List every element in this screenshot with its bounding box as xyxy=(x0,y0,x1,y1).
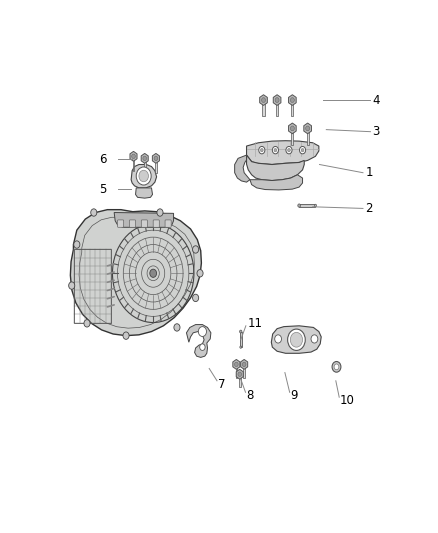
Polygon shape xyxy=(114,213,173,227)
Circle shape xyxy=(334,364,339,370)
Circle shape xyxy=(286,147,292,154)
Text: 9: 9 xyxy=(291,389,298,402)
Circle shape xyxy=(197,270,203,277)
Polygon shape xyxy=(276,100,278,117)
Circle shape xyxy=(272,147,279,154)
Circle shape xyxy=(150,269,156,277)
Polygon shape xyxy=(271,326,321,353)
Circle shape xyxy=(157,209,163,216)
Polygon shape xyxy=(235,155,250,182)
Text: 7: 7 xyxy=(218,378,225,391)
Text: 8: 8 xyxy=(247,389,254,402)
Circle shape xyxy=(174,324,180,331)
Circle shape xyxy=(193,294,199,302)
Circle shape xyxy=(154,156,158,160)
Polygon shape xyxy=(262,100,265,117)
FancyBboxPatch shape xyxy=(130,220,135,227)
Text: 10: 10 xyxy=(340,394,355,407)
Text: 3: 3 xyxy=(372,125,379,138)
Polygon shape xyxy=(141,154,148,163)
Circle shape xyxy=(290,126,294,131)
Polygon shape xyxy=(304,123,311,134)
Polygon shape xyxy=(240,332,242,347)
Polygon shape xyxy=(133,156,134,171)
FancyBboxPatch shape xyxy=(153,220,159,227)
Polygon shape xyxy=(131,165,156,188)
Circle shape xyxy=(288,149,290,152)
Polygon shape xyxy=(273,95,281,106)
Polygon shape xyxy=(236,369,243,379)
Circle shape xyxy=(132,154,135,158)
Circle shape xyxy=(136,167,151,185)
Circle shape xyxy=(242,362,246,367)
Polygon shape xyxy=(233,359,240,369)
Circle shape xyxy=(84,320,90,327)
Circle shape xyxy=(91,209,97,216)
Circle shape xyxy=(240,346,242,348)
Circle shape xyxy=(198,327,206,336)
Polygon shape xyxy=(152,154,159,163)
Polygon shape xyxy=(247,141,319,165)
Circle shape xyxy=(275,335,282,343)
Polygon shape xyxy=(130,151,137,161)
FancyBboxPatch shape xyxy=(165,220,171,227)
FancyBboxPatch shape xyxy=(117,220,124,227)
Polygon shape xyxy=(289,123,296,134)
Circle shape xyxy=(290,98,294,102)
Circle shape xyxy=(306,126,310,131)
Circle shape xyxy=(275,98,279,102)
Polygon shape xyxy=(236,365,237,377)
Circle shape xyxy=(139,170,148,182)
Circle shape xyxy=(193,246,199,253)
Circle shape xyxy=(143,156,147,160)
Text: 6: 6 xyxy=(99,152,106,166)
Circle shape xyxy=(311,335,318,343)
Polygon shape xyxy=(239,374,240,387)
Circle shape xyxy=(314,204,317,207)
Circle shape xyxy=(261,149,263,152)
Polygon shape xyxy=(260,95,267,106)
Circle shape xyxy=(69,282,75,289)
Polygon shape xyxy=(247,155,304,181)
Text: 5: 5 xyxy=(99,183,106,196)
Text: 4: 4 xyxy=(372,94,380,107)
Polygon shape xyxy=(71,209,201,336)
Polygon shape xyxy=(307,128,309,145)
Circle shape xyxy=(234,362,238,367)
Circle shape xyxy=(261,98,265,102)
Polygon shape xyxy=(240,359,248,369)
Circle shape xyxy=(288,329,305,350)
Circle shape xyxy=(274,149,277,152)
FancyBboxPatch shape xyxy=(141,220,148,227)
Polygon shape xyxy=(144,158,145,173)
Text: 2: 2 xyxy=(365,202,373,215)
Circle shape xyxy=(290,333,303,347)
Polygon shape xyxy=(289,95,296,106)
Text: 11: 11 xyxy=(247,317,262,330)
Circle shape xyxy=(240,330,242,333)
Polygon shape xyxy=(250,175,303,190)
Circle shape xyxy=(300,147,306,154)
Circle shape xyxy=(200,344,205,350)
Circle shape xyxy=(301,149,304,152)
Polygon shape xyxy=(187,325,211,358)
Circle shape xyxy=(123,332,129,340)
Circle shape xyxy=(298,204,300,207)
Polygon shape xyxy=(135,188,152,198)
Polygon shape xyxy=(155,158,157,173)
Polygon shape xyxy=(244,365,245,377)
Circle shape xyxy=(332,361,341,372)
Polygon shape xyxy=(291,100,293,117)
Circle shape xyxy=(259,147,265,154)
Text: 1: 1 xyxy=(365,166,373,179)
Circle shape xyxy=(74,241,80,248)
Circle shape xyxy=(238,372,242,376)
Polygon shape xyxy=(291,128,293,145)
Polygon shape xyxy=(299,204,315,207)
